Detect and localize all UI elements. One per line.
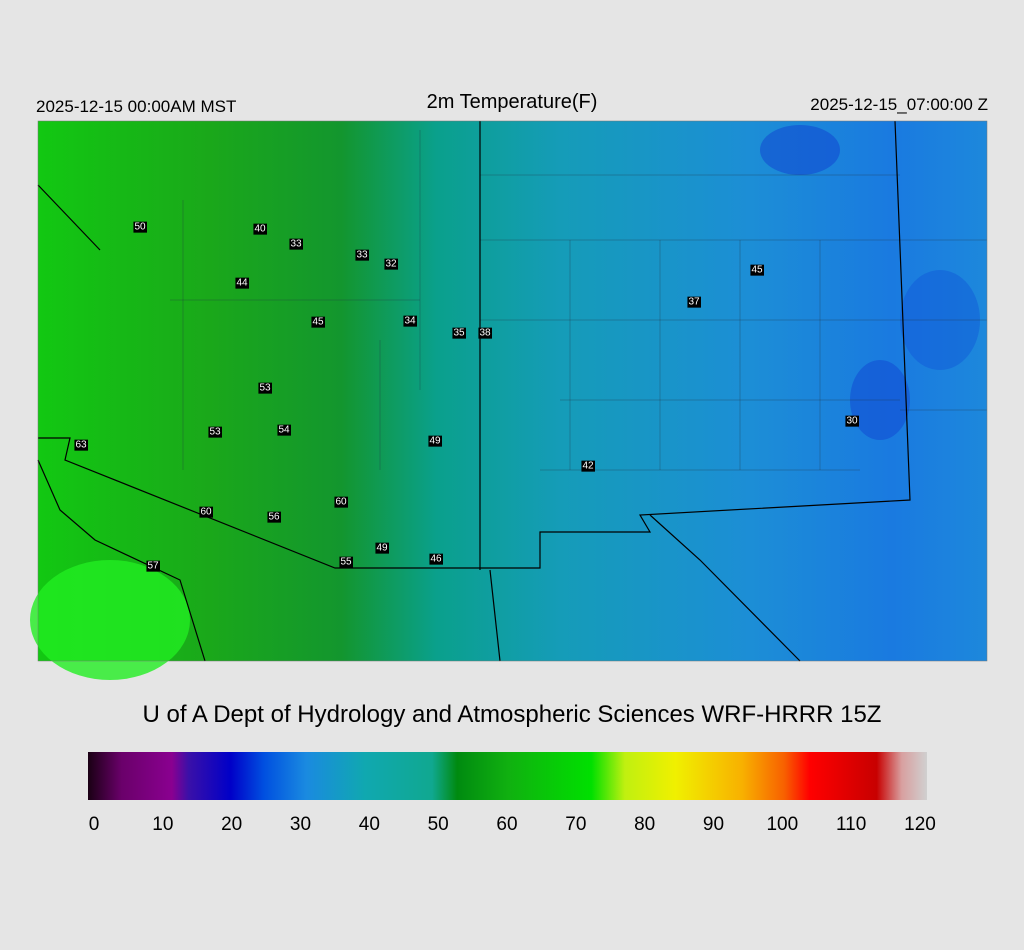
valid-time-local: 2025-12-15 00:00AM MST (36, 97, 236, 116)
station-value: 42 (582, 461, 594, 472)
colorbar-tick-label: 30 (290, 814, 311, 835)
colorbar-tick-label: 100 (766, 814, 798, 835)
stations: 50 40 33 33 32 44 45 34 35 38 37 45 53 5… (74, 221, 859, 572)
station-box (289, 238, 303, 250)
valid-time-utc: 2025-12-15_07:00:00 Z (810, 95, 988, 114)
station-value: 50 (134, 222, 146, 233)
station-box (581, 460, 595, 472)
station-value: 33 (290, 239, 302, 250)
colorbar-ticks: 0 10 20 30 40 50 60 70 80 90 100 110 120 (89, 814, 936, 835)
station-box (403, 315, 417, 327)
colorbar-tick-label: 60 (496, 814, 517, 835)
station-value: 49 (376, 543, 388, 554)
station-box (750, 264, 764, 276)
footer-credit: U of A Dept of Hydrology and Atmospheric… (143, 701, 882, 728)
station-value: 60 (335, 497, 347, 508)
colorbar-tick-label: 120 (904, 814, 936, 835)
station-box (277, 424, 291, 436)
map-frame (37, 120, 988, 662)
station-value: 44 (236, 278, 248, 289)
station-box (478, 327, 492, 339)
station-value: 46 (430, 554, 442, 565)
station-box (253, 223, 267, 235)
colorbar (88, 752, 927, 800)
station-value: 55 (340, 557, 352, 568)
station-box (235, 277, 249, 289)
station-box (452, 327, 466, 339)
station-value: 33 (356, 250, 368, 261)
station-box (339, 556, 353, 568)
station-value: 37 (688, 297, 700, 308)
station-box (258, 382, 272, 394)
county-lines (170, 130, 987, 471)
station-value: 49 (429, 436, 441, 447)
station-box (355, 249, 369, 261)
colorbar-tick-label: 90 (703, 814, 724, 835)
station-box (845, 415, 859, 427)
colorbar-tick-label: 40 (359, 814, 380, 835)
station-value: 60 (200, 507, 212, 518)
colorbar-tick-label: 70 (565, 814, 586, 835)
station-box (429, 553, 443, 565)
colorbar-tick-label: 110 (836, 814, 866, 835)
station-value: 56 (268, 512, 280, 523)
station-value: 63 (75, 440, 87, 451)
station-value: 57 (147, 561, 159, 572)
station-value: 30 (846, 416, 858, 427)
state-borders (37, 120, 911, 662)
station-value: 45 (751, 265, 763, 276)
station-value: 40 (254, 224, 266, 235)
colorbar-tick-label: 50 (428, 814, 449, 835)
cold-area (760, 125, 840, 175)
station-value: 54 (278, 425, 290, 436)
station-box (334, 496, 348, 508)
station-box (146, 560, 160, 572)
station-box (311, 316, 325, 328)
station-value: 34 (404, 316, 416, 327)
station-value: 35 (453, 328, 465, 339)
station-value: 53 (209, 427, 221, 438)
warm-area (30, 560, 190, 680)
station-box (208, 426, 222, 438)
station-value: 53 (259, 383, 271, 394)
station-box (267, 511, 281, 523)
colorbar-tick-label: 0 (89, 814, 100, 835)
station-box (384, 258, 398, 270)
colorbar-tick-label: 20 (221, 814, 242, 835)
colorbar-tick-label: 80 (634, 814, 655, 835)
map-title: 2m Temperature(F) (427, 91, 598, 113)
map (30, 120, 988, 680)
station-box (428, 435, 442, 447)
station-box (74, 439, 88, 451)
station-box (133, 221, 147, 233)
station-box (199, 506, 213, 518)
station-box (687, 296, 701, 308)
station-value: 38 (479, 328, 491, 339)
station-value: 45 (312, 317, 324, 328)
temperature-field (38, 121, 987, 661)
station-value: 32 (385, 259, 397, 270)
station-box (375, 542, 389, 554)
colorbar-tick-label: 10 (152, 814, 173, 835)
